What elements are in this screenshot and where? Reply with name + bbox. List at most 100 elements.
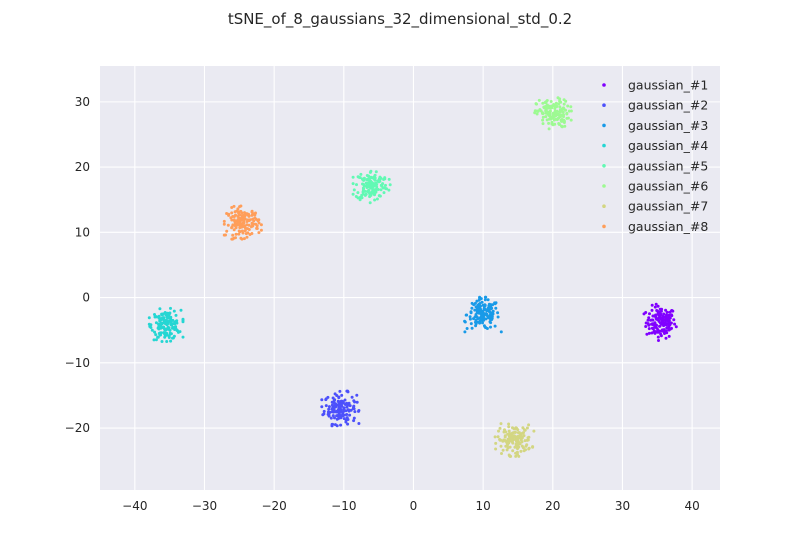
scatter-point bbox=[659, 334, 663, 338]
scatter-point bbox=[153, 330, 157, 334]
scatter-point bbox=[557, 123, 561, 126]
scatter-point bbox=[514, 454, 518, 458]
scatter-point bbox=[478, 297, 482, 300]
scatter-point bbox=[344, 409, 348, 413]
scatter-point bbox=[535, 112, 539, 116]
scatter-point bbox=[366, 181, 370, 185]
scatter-point bbox=[246, 231, 250, 235]
scatter-point bbox=[667, 334, 671, 338]
scatter-point bbox=[555, 112, 558, 116]
scatter-point bbox=[509, 433, 513, 437]
scatter-point bbox=[657, 329, 661, 333]
scatter-point bbox=[149, 326, 153, 329]
scatter-point bbox=[463, 330, 467, 334]
scatter-point bbox=[670, 309, 674, 313]
scatter-point bbox=[514, 438, 518, 442]
series-gaussian_#7 bbox=[493, 422, 536, 458]
scatter-point bbox=[483, 308, 487, 311]
scatter-point bbox=[254, 222, 258, 226]
scatter-point bbox=[358, 198, 362, 202]
scatter-point bbox=[660, 329, 664, 333]
scatter-point bbox=[545, 99, 549, 102]
scatter-point bbox=[168, 331, 172, 335]
scatter-point bbox=[656, 304, 660, 308]
scatter-point bbox=[463, 320, 467, 324]
scatter-point bbox=[378, 194, 381, 198]
scatter-point bbox=[387, 188, 391, 192]
scatter-point bbox=[545, 118, 549, 122]
scatter-point bbox=[562, 113, 565, 117]
scatter-point bbox=[167, 319, 171, 323]
scatter-point bbox=[513, 445, 517, 449]
scatter-point bbox=[345, 413, 349, 416]
scatter-point bbox=[375, 183, 379, 186]
scatter-point bbox=[667, 319, 671, 323]
scatter-point bbox=[156, 326, 160, 330]
scatter-point bbox=[520, 431, 524, 435]
scatter-points bbox=[147, 96, 678, 458]
scatter-point bbox=[642, 312, 646, 316]
scatter-point bbox=[383, 176, 387, 180]
scatter-point bbox=[555, 109, 559, 113]
scatter-point bbox=[566, 116, 570, 120]
scatter-point bbox=[516, 431, 520, 435]
scatter-point bbox=[340, 393, 344, 397]
scatter-point bbox=[346, 408, 350, 412]
scatter-point bbox=[368, 201, 372, 205]
scatter-point bbox=[241, 221, 245, 225]
scatter-point bbox=[255, 226, 259, 230]
scatter-point bbox=[556, 117, 560, 121]
scatter-point bbox=[657, 339, 660, 342]
scatter-point bbox=[658, 324, 662, 328]
scatter-point bbox=[369, 176, 372, 180]
scatter-point bbox=[503, 435, 507, 439]
series-gaussian_#6 bbox=[533, 96, 573, 131]
scatter-point bbox=[168, 328, 172, 332]
scatter-point bbox=[566, 104, 570, 108]
scatter-point bbox=[510, 431, 514, 435]
scatter-point bbox=[232, 228, 236, 232]
scatter-point bbox=[653, 305, 657, 309]
scatter-point bbox=[494, 447, 498, 451]
scatter-point bbox=[523, 439, 527, 443]
scatter-point bbox=[172, 334, 176, 338]
scatter-point bbox=[562, 98, 566, 102]
x-tick-label: −40 bbox=[122, 499, 147, 513]
scatter-point bbox=[335, 414, 339, 418]
scatter-point bbox=[181, 335, 185, 339]
scatter-point bbox=[474, 324, 478, 328]
scatter-point bbox=[655, 317, 658, 321]
scatter-point bbox=[484, 317, 488, 321]
scatter-point bbox=[658, 321, 662, 325]
scatter-point bbox=[352, 188, 356, 192]
scatter-point bbox=[373, 173, 377, 177]
scatter-point bbox=[558, 105, 562, 109]
scatter-point bbox=[541, 115, 545, 119]
x-tick-label: 40 bbox=[684, 499, 699, 513]
scatter-point bbox=[534, 102, 538, 106]
y-tick-label: −10 bbox=[65, 356, 90, 370]
scatter-point bbox=[498, 426, 502, 430]
scatter-point bbox=[331, 422, 335, 426]
scatter-point bbox=[513, 435, 517, 439]
scatter-point bbox=[533, 111, 537, 115]
scatter-point bbox=[518, 441, 522, 445]
scatter-point bbox=[473, 301, 477, 305]
scatter-point bbox=[368, 193, 372, 197]
scatter-point bbox=[162, 325, 166, 329]
scatter-point bbox=[551, 123, 555, 127]
scatter-point bbox=[330, 403, 334, 407]
scatter-point bbox=[336, 403, 340, 407]
scatter-point bbox=[237, 232, 241, 236]
scatter-point bbox=[657, 312, 661, 316]
scatter-point bbox=[489, 325, 492, 329]
scatter-point bbox=[340, 399, 343, 403]
scatter-point bbox=[352, 405, 355, 409]
scatter-point bbox=[468, 315, 472, 319]
scatter-point bbox=[348, 413, 352, 417]
scatter-point bbox=[494, 306, 498, 310]
scatter-point bbox=[232, 236, 236, 240]
scatter-point bbox=[650, 303, 654, 307]
scatter-point bbox=[646, 322, 650, 326]
